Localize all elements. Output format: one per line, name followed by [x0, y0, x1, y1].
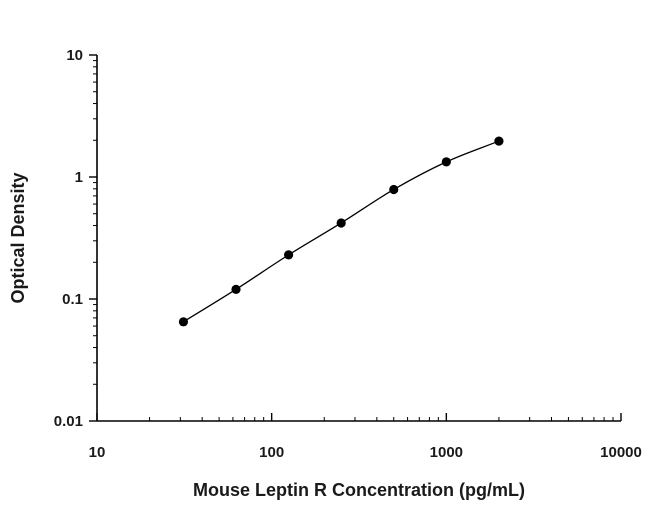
y-tick-label: 10	[66, 47, 83, 64]
x-tick-label: 100	[259, 444, 284, 461]
y-axis-title: Optical Density	[8, 172, 28, 303]
axes	[96, 55, 621, 422]
x-tick-label: 1000	[430, 444, 463, 461]
data-point	[178, 317, 189, 327]
y-tick-label: 1	[75, 169, 83, 186]
axis-ticks	[89, 54, 622, 422]
data-point	[389, 184, 399, 195]
x-axis-title: Mouse Leptin R Concentration (pg/mL)	[193, 480, 525, 500]
tick-labels: 0.01 0.1 1 10 10 100 1000 10000	[54, 47, 642, 461]
data-point	[494, 136, 504, 146]
fit-curve	[183, 140, 500, 323]
y-tick-label: 0.1	[62, 291, 83, 308]
data-point	[283, 250, 294, 260]
x-tick-label: 10	[89, 444, 106, 461]
y-tick-label: 0.01	[54, 413, 83, 430]
data-point	[336, 218, 346, 228]
data-point	[231, 284, 241, 294]
x-tick-label: 10000	[600, 444, 642, 461]
data-point	[441, 157, 451, 167]
data-points	[178, 136, 504, 327]
